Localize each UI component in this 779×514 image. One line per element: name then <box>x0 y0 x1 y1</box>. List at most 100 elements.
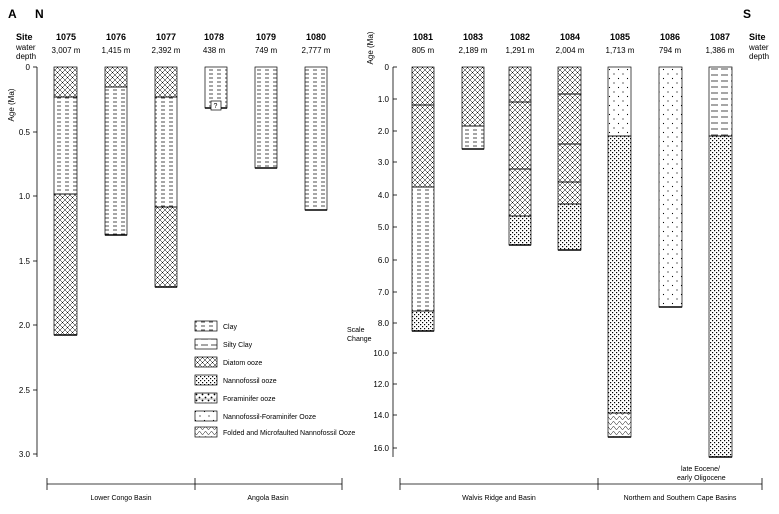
left-tick-label: 0 <box>26 63 31 72</box>
site-water-depth: 2,392 m <box>152 46 181 55</box>
site-water-depth: 794 m <box>659 46 682 55</box>
lithology-columns <box>53 66 733 458</box>
column-1084-layer-diatom <box>557 143 582 183</box>
column-1075-layer-diatom <box>53 66 78 98</box>
legend-label-silty: Silty Clay <box>223 342 253 349</box>
right-tick-label: 1.0 <box>378 95 390 104</box>
site-water-depth: 1,386 m <box>706 46 735 55</box>
left-axis-ticks: 0 0.5 1.0 1.5 2.0 2.5 3.0 <box>19 63 37 459</box>
column-1081-layer-diatom <box>411 104 435 188</box>
column-1085-layer-nannoforam <box>607 66 632 137</box>
legend: Clay Silty Clay Diatom ooze Nannofossil ooz… <box>194 320 355 438</box>
column-1082-layer-nanno <box>508 215 532 246</box>
legend-swatch-nanno <box>194 374 218 386</box>
column-1086-layer-nannoforam <box>658 66 683 308</box>
left-tick-label: 2.0 <box>19 321 31 330</box>
right-tick-label: 10.0 <box>373 349 389 358</box>
right-axis-ticks: 0 1.0 2.0 3.0 4.0 5.0 6.0 7.0 8.0 10.0 12.0 14.0 16.… <box>373 63 397 453</box>
right-tick-label: 4.0 <box>378 191 390 200</box>
legend-label-nanno: Nannofossil ooze <box>223 378 277 385</box>
column-1081-layer-diatom <box>411 66 435 106</box>
column-1087-note-1: late Eocene/ <box>681 466 720 473</box>
site-water-depth: 2,777 m <box>302 46 331 55</box>
right-tick-label: 0 <box>385 63 390 72</box>
column-1076-layer-clay <box>104 86 128 236</box>
site-id: 1075 <box>56 32 76 42</box>
basin-lower-congo: Lower Congo Basin <box>90 495 151 502</box>
right-water-label: water <box>748 43 769 52</box>
legend-swatch-diatom <box>194 356 218 368</box>
site-id: 1080 <box>306 32 326 42</box>
panel-label: A <box>8 7 17 21</box>
column-1078-query-box <box>210 100 222 111</box>
right-tick-label: 14.0 <box>373 411 389 420</box>
site-water-depth: 3,007 m <box>52 46 81 55</box>
site-id: 1081 <box>413 32 433 42</box>
left-tick-label: 3.0 <box>19 450 31 459</box>
scale-change-label-2: Change <box>347 336 372 343</box>
site-id: 1078 <box>204 32 224 42</box>
column-1083-layer-clay <box>461 125 485 150</box>
legend-label-nannoforam: Nannofossil-Foraminifer Ooze <box>223 414 316 421</box>
site-water-depth: 2,189 m <box>459 46 488 55</box>
column-1076-layer-diatom <box>104 66 128 88</box>
site-water-depth: 438 m <box>203 46 226 55</box>
legend-swatch-nannoforam <box>194 410 218 422</box>
column-1081-layer-clay <box>411 186 435 312</box>
column-1082-layer-diatom <box>508 168 532 217</box>
right-tick-label: 12.0 <box>373 380 389 389</box>
site-water-depth: 749 m <box>255 46 278 55</box>
column-1085-layer-folded <box>607 412 632 438</box>
site-id: 1084 <box>560 32 580 42</box>
site-water-depth: 1,415 m <box>102 46 131 55</box>
site-id: 1077 <box>156 32 176 42</box>
site-id: 1082 <box>510 32 530 42</box>
right-tick-label: 5.0 <box>378 223 390 232</box>
site-id: 1083 <box>463 32 483 42</box>
column-1087-note-2: early Oligocene <box>677 475 726 482</box>
column-1077-layer-diatom <box>154 66 178 98</box>
left-axis-title: Age (Ma) <box>7 88 16 121</box>
column-1084-layer-nanno <box>557 203 582 251</box>
column-1079-layer-clay <box>254 66 278 169</box>
basin-cape: Northern and Southern Cape Basins <box>624 495 737 502</box>
site-water-depth: 1,713 m <box>606 46 635 55</box>
column-1081-layer-nanno <box>411 310 435 332</box>
left-tick-label: 1.5 <box>19 257 31 266</box>
column-1075-layer-clay <box>53 96 78 195</box>
north-label: N <box>35 7 44 21</box>
column-1078-query: ? <box>214 103 218 110</box>
site-headers: 1075 3,007 m 1076 1,415 m 1077 2,392 m 1078 438… <box>52 32 735 55</box>
column-1077-layer-diatom <box>154 206 178 288</box>
scale-change-label-1: Scale <box>347 327 365 334</box>
right-tick-label: 6.0 <box>378 256 390 265</box>
left-depth-label: depth <box>16 52 36 61</box>
column-1083-layer-diatom <box>461 66 485 127</box>
column-1087-layer-nanno <box>708 135 733 458</box>
column-1084-layer-diatom <box>557 181 582 205</box>
right-depth-label: depth <box>749 52 769 61</box>
south-label: S <box>743 7 751 21</box>
column-1084-layer-diatom <box>557 93 582 145</box>
right-tick-label: 2.0 <box>378 127 390 136</box>
site-id: 1076 <box>106 32 126 42</box>
legend-swatch-silty <box>194 338 218 350</box>
right-tick-label: 7.0 <box>378 288 390 297</box>
column-1075-layer-diatom <box>53 193 78 336</box>
legend-label-foram: Foraminifer ooze <box>223 396 276 403</box>
basin-angola: Angola Basin <box>247 495 288 502</box>
column-1082-layer-diatom <box>508 66 532 103</box>
right-axis-title: Age (Ma) <box>366 31 375 64</box>
left-tick-label: 2.5 <box>19 386 31 395</box>
basin-walvis: Walvis Ridge and Basin <box>462 495 536 502</box>
basin-brackets <box>46 478 763 490</box>
right-tick-label: 8.0 <box>378 319 390 328</box>
site-id: 1079 <box>256 32 276 42</box>
site-water-depth: 805 m <box>412 46 435 55</box>
left-water-label: water <box>15 43 36 52</box>
site-water-depth: 1,291 m <box>506 46 535 55</box>
site-water-depth: 2,004 m <box>556 46 585 55</box>
legend-label-folded: Folded and Microfaulted Nannofossil Ooze <box>223 430 355 437</box>
legend-label-clay: Clay <box>223 324 238 331</box>
